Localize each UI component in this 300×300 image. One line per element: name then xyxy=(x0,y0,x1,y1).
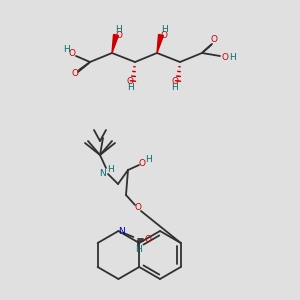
Text: H: H xyxy=(160,25,167,34)
Polygon shape xyxy=(112,34,119,53)
Text: N: N xyxy=(100,169,106,178)
Text: H: H xyxy=(229,52,236,62)
Text: H: H xyxy=(108,164,114,173)
Text: O: O xyxy=(211,35,218,44)
Text: H: H xyxy=(127,83,134,92)
Text: O: O xyxy=(127,76,134,85)
Text: O: O xyxy=(160,32,167,40)
Text: O: O xyxy=(116,32,122,40)
Text: O: O xyxy=(139,158,145,167)
Text: O: O xyxy=(68,49,76,58)
Text: H: H xyxy=(172,83,178,92)
Text: H: H xyxy=(146,155,152,164)
Text: O: O xyxy=(145,236,152,244)
Text: O: O xyxy=(221,52,229,62)
Polygon shape xyxy=(157,34,164,53)
Text: N: N xyxy=(118,226,125,236)
Text: O: O xyxy=(71,68,79,77)
Text: H: H xyxy=(116,25,122,34)
Text: O: O xyxy=(172,76,178,85)
Text: O: O xyxy=(134,203,142,212)
Text: H: H xyxy=(63,46,69,55)
Text: H: H xyxy=(135,244,142,253)
